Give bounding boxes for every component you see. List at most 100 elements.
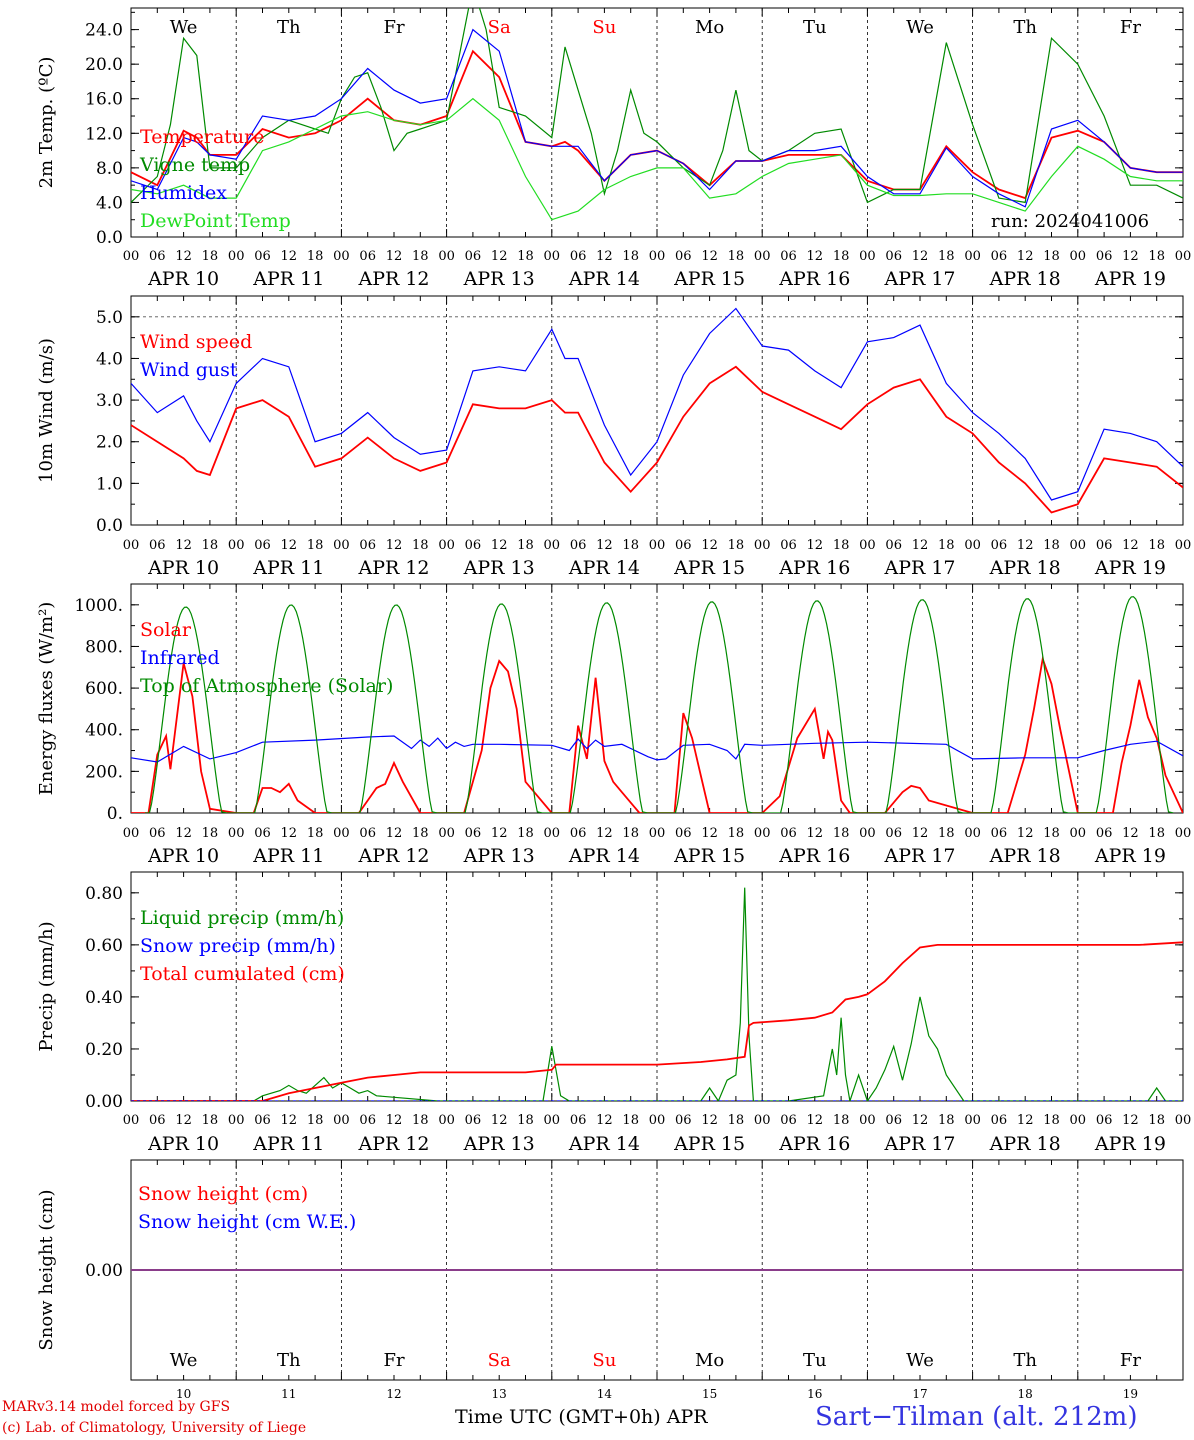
x-hour-label: 06 <box>465 249 482 264</box>
y-tick-label: 0.60 <box>85 936 123 956</box>
x-hour-label: 12 <box>1017 826 1034 841</box>
x-hour-label: 12 <box>1122 249 1139 264</box>
y-tick-label: 5.0 <box>96 308 123 328</box>
x-hour-label: 00 <box>1070 826 1087 841</box>
y-tick-label: 0. <box>107 804 123 824</box>
x-date-label: APR 19 <box>1094 1133 1166 1155</box>
y-tick-label: 0.00 <box>85 1261 123 1281</box>
x-hour-label: 18 <box>517 249 534 264</box>
legend-entry: Vigne temp <box>139 154 250 176</box>
y-tick-label: 8.0 <box>96 159 123 179</box>
x-hour-label: 00 <box>438 249 455 264</box>
weekday-label: Th <box>1013 1350 1037 1371</box>
x-hour-label: 00 <box>544 826 561 841</box>
x-hour-label: 06 <box>780 826 797 841</box>
x-date-label: APR 11 <box>252 557 324 579</box>
x-hour-label: 00 <box>754 826 771 841</box>
x-hour-label: 18 <box>517 826 534 841</box>
panels-layer: 0.0 4.0 8.0 12.0 16.0 20.0 24.0 2m Temp. (ºC) 00… <box>36 7 1192 1401</box>
x-hour-label: 12 <box>175 1113 192 1128</box>
x-date-label: APR 17 <box>883 1133 955 1155</box>
series-line-dewpoint-temp <box>131 97 1183 221</box>
legend-entry: Solar <box>140 619 192 641</box>
x-date-label: APR 10 <box>147 268 219 290</box>
x-hour-label: 18 <box>412 538 429 553</box>
x-hour-label: 00 <box>1175 249 1192 264</box>
x-hour-label: 00 <box>649 826 666 841</box>
x-date-label: APR 17 <box>883 845 955 867</box>
x-hour-label: 12 <box>491 249 508 264</box>
day-number-label: 15 <box>702 1387 717 1401</box>
legend-entry: Snow precip (mm/h) <box>140 935 336 957</box>
x-hour-label: 12 <box>386 249 403 264</box>
x-hour-label: 06 <box>570 826 587 841</box>
x-hour-label: 12 <box>807 826 824 841</box>
y-tick-label: 20.0 <box>85 55 123 75</box>
x-date-label: APR 14 <box>568 845 640 867</box>
x-hour-label: 12 <box>701 826 718 841</box>
x-hour-label: 12 <box>807 538 824 553</box>
y-tick-label: 800. <box>85 637 123 657</box>
x-hour-label: 12 <box>386 1113 403 1128</box>
weekday-label: Fr <box>1120 17 1141 38</box>
x-hour-label: 12 <box>175 826 192 841</box>
x-hour-label: 06 <box>780 249 797 264</box>
x-hour-label: 06 <box>359 249 376 264</box>
weekday-label: We <box>906 17 934 38</box>
x-hour-label: 18 <box>202 826 219 841</box>
x-hour-label: 12 <box>386 538 403 553</box>
panel-4: 0.00 0.20 0.40 0.60 0.80 Precip (mm/h) 00 06 12 1… <box>36 871 1191 1155</box>
run-label: run: 2024041006 <box>991 211 1149 232</box>
x-hour-label: 18 <box>517 1113 534 1128</box>
x-date-label: APR 11 <box>252 1133 324 1155</box>
x-hour-label: 12 <box>1122 1113 1139 1128</box>
x-hour-label: 06 <box>465 538 482 553</box>
y-tick-label: 0.80 <box>85 884 123 904</box>
x-hour-label: 00 <box>964 826 981 841</box>
x-hour-label: 18 <box>1043 826 1060 841</box>
x-hour-label: 06 <box>885 1113 902 1128</box>
x-hour-label: 06 <box>885 538 902 553</box>
x-hour-label: 00 <box>228 826 245 841</box>
y-axis-title: Precip (mm/h) <box>36 921 57 1051</box>
series-line-wind-speed <box>131 365 1183 514</box>
weekday-label: Th <box>1013 17 1037 38</box>
series-line-top-of-atmosphere-solar- <box>145 596 1174 813</box>
x-hour-label: 12 <box>596 538 613 553</box>
x-hour-label: 00 <box>649 249 666 264</box>
y-tick-label: 0.00 <box>85 1092 123 1112</box>
x-hour-label: 18 <box>1043 249 1060 264</box>
y-tick-label: 16.0 <box>85 90 123 110</box>
x-hour-label: 12 <box>701 538 718 553</box>
x-date-label: APR 16 <box>778 845 850 867</box>
x-date-label: APR 11 <box>252 268 324 290</box>
x-hour-label: 18 <box>307 249 324 264</box>
x-hour-label: 06 <box>465 826 482 841</box>
x-date-label: APR 18 <box>989 268 1061 290</box>
weekday-label: Sa <box>488 17 511 38</box>
legend-entry: Wind gust <box>140 359 238 381</box>
x-date-label: APR 19 <box>1094 268 1166 290</box>
x-date-label: APR 15 <box>673 557 745 579</box>
x-hour-label: 12 <box>1122 538 1139 553</box>
x-hour-label: 12 <box>175 249 192 264</box>
x-hour-label: 12 <box>1017 1113 1034 1128</box>
x-hour-label: 12 <box>491 538 508 553</box>
series-line-vigne-temp <box>131 8 1183 204</box>
x-date-label: APR 13 <box>463 557 535 579</box>
x-hour-label: 00 <box>438 826 455 841</box>
x-hour-label: 12 <box>175 538 192 553</box>
series-line-humidex <box>131 28 1183 208</box>
x-hour-label: 12 <box>1122 826 1139 841</box>
legend-entry: Snow height (cm W.E.) <box>138 1211 356 1233</box>
weekday-label: Fr <box>1120 1350 1141 1371</box>
x-hour-label: 18 <box>412 1113 429 1128</box>
x-hour-label: 00 <box>123 538 140 553</box>
model-credit: MARv3.14 model forced by GFS <box>2 1399 231 1415</box>
x-hour-label: 06 <box>359 538 376 553</box>
x-date-label: APR 13 <box>463 268 535 290</box>
x-hour-label: 00 <box>333 826 350 841</box>
legend-entry: Liquid precip (mm/h) <box>140 907 344 929</box>
weekday-label: Th <box>277 17 301 38</box>
x-hour-label: 06 <box>885 826 902 841</box>
